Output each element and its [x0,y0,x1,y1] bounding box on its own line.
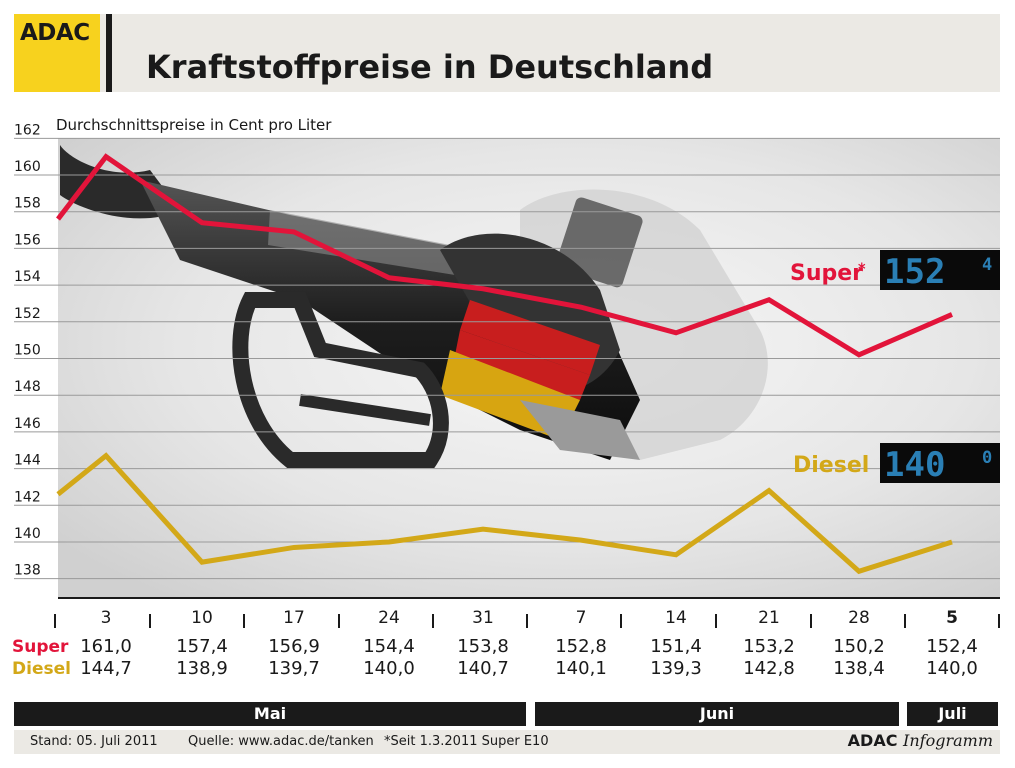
y-tick-label: 158 [14,196,41,212]
y-tick-label: 154 [14,269,41,285]
diesel-series-label: Diesel [793,453,869,478]
chart-lines [56,153,953,575]
column-separator [243,614,245,628]
diesel-display-digits: 140 [884,445,945,485]
y-tick-label: 156 [14,232,41,248]
day-label: 7 [575,608,587,628]
y-tick-label: 144 [14,453,41,469]
day-label: 21 [758,608,780,628]
diesel-value: 140,0 [363,658,415,679]
footer-stand: Stand: 05. Juli 2011 [30,734,158,749]
column-separator [149,614,151,628]
super-series-label: Super [790,261,863,286]
column-separator [54,614,56,628]
month-band-may: Mai [14,702,526,726]
adac-logo: ADAC [14,14,100,92]
super-value: 153,2 [743,636,795,657]
footer-brand-italic: Infogramm [903,731,993,750]
y-tick-label: 146 [14,416,41,432]
day-label: 17 [283,608,305,628]
y-tick-label: 152 [14,306,41,322]
column-separator [715,614,717,628]
chart-grid [14,137,1000,580]
day-label: 14 [665,608,687,628]
footer-brand-bold: ADAC [847,731,898,750]
y-tick-label: 150 [14,343,41,359]
footer-note: *Seit 1.3.2011 Super E10 [384,734,549,749]
logo-text: ADAC [20,20,90,46]
super-value: 151,4 [650,636,702,657]
super-value: 152,4 [926,636,978,657]
y-axis-label: Durchschnittspreise in Cent pro Liter [56,116,332,134]
diesel-price-display: 140 0 [880,443,1000,485]
price-chart: 138140142144146148150152154156158160162 … [14,116,1000,599]
header-divider [106,14,112,92]
y-tick-label: 138 [14,563,41,579]
column-separator [338,614,340,628]
super-star: * [858,259,866,278]
column-separator [998,614,1000,628]
y-tick-label: 160 [14,159,41,175]
footer-bar [14,730,1000,754]
column-separator [810,614,812,628]
super-value: 154,4 [363,636,415,657]
super-value: 153,8 [457,636,509,657]
column-separator [904,614,906,628]
diesel-row-label: Diesel [12,659,71,679]
day-label: 5 [946,608,958,628]
day-label: 3 [100,608,112,628]
diesel-value: 140,7 [457,658,509,679]
y-tick-label: 162 [14,122,41,138]
day-label: 10 [191,608,213,628]
super-value: 150,2 [833,636,885,657]
footer-source: Quelle: www.adac.de/tanken [188,734,374,749]
diesel-value: 138,4 [833,658,885,679]
super-value: 156,9 [268,636,320,657]
month-band-july: Juli [907,702,998,726]
x-axis-line [58,597,1000,599]
column-separator [526,614,528,628]
day-label: 28 [848,608,870,628]
super-value: 152,8 [555,636,607,657]
month-band-june: Juni [535,702,899,726]
super-price-display: 152 4 [880,250,1000,292]
diesel-value: 142,8 [743,658,795,679]
y-axis-ticks: 138 140 142 144 146 148 150 152 154 156 158 160 162 [14,122,41,578]
diesel-display-decimal: 0 [982,448,992,468]
diesel-value: 140,1 [555,658,607,679]
y-tick-label: 148 [14,379,41,395]
header-bar [14,14,1000,92]
y-tick-label: 140 [14,526,41,542]
page-title: Kraftstoffpreise in Deutschland [146,48,714,86]
super-value: 161,0 [80,636,132,657]
diesel-value: 144,7 [80,658,132,679]
day-label: 31 [472,608,494,628]
y-tick-label: 142 [14,489,41,505]
diesel-value: 140,0 [926,658,978,679]
super-row-label: Super [12,637,69,657]
diesel-value: 139,3 [650,658,702,679]
diesel-value: 139,7 [268,658,320,679]
super-display-decimal: 4 [982,255,992,275]
super-value: 157,4 [176,636,228,657]
column-separator [432,614,434,628]
column-separator [620,614,622,628]
diesel-value: 138,9 [176,658,228,679]
day-label: 24 [378,608,400,628]
footer-brand: ADAC Infogramm [848,731,993,750]
super-display-digits: 152 [884,252,945,292]
